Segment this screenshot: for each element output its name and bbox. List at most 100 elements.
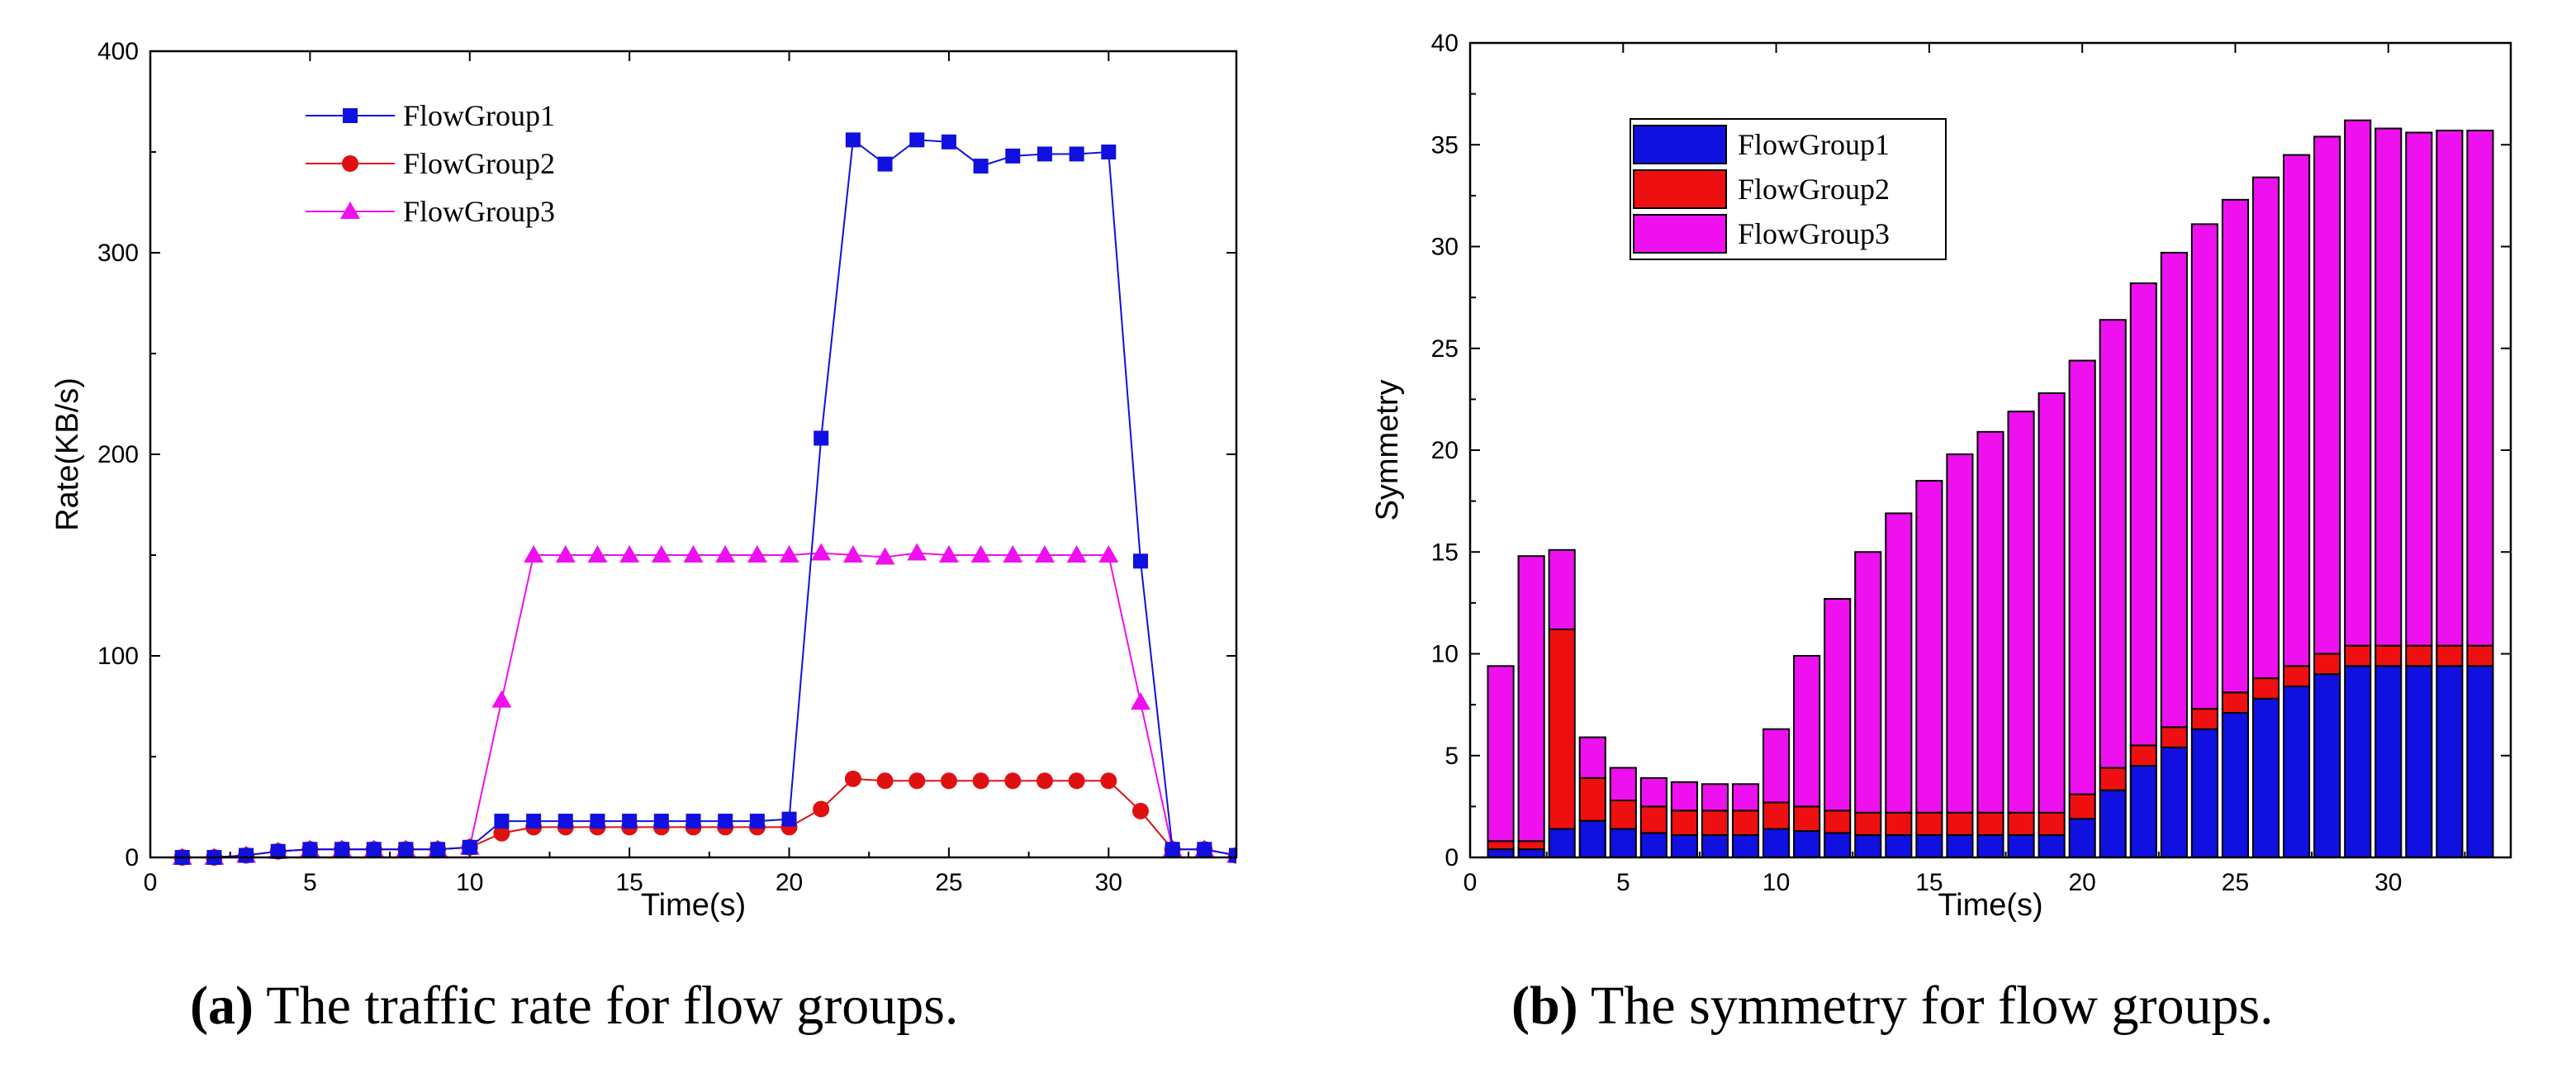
bar-segment-flowgroup3 <box>1670 781 1698 812</box>
bar-segment-flowgroup2 <box>2038 811 2066 836</box>
data-point <box>622 814 638 829</box>
bar-segment-flowgroup3 <box>2251 176 2280 680</box>
bar-segment-flowgroup2 <box>1793 805 1821 832</box>
bar-segment-flowgroup3 <box>1731 783 1760 812</box>
data-point <box>1101 145 1117 159</box>
data-point <box>493 824 510 842</box>
data-point <box>555 545 576 563</box>
x-tick-label: 10 <box>456 869 483 896</box>
x-tick-label: 25 <box>935 869 962 896</box>
bar-segment-flowgroup2 <box>2129 744 2157 767</box>
x-tick-label: 25 <box>2222 869 2249 896</box>
y-tick-label: 20 <box>1431 437 1459 464</box>
bar-segment-flowgroup2 <box>2160 726 2188 748</box>
legend: FlowGroup1 FlowGroup2 FlowGroup3 <box>306 99 555 228</box>
data-point <box>1037 146 1052 162</box>
data-point <box>619 545 640 563</box>
bar-segment-flowgroup2 <box>1824 809 1852 834</box>
bar-segment-flowgroup2 <box>2007 811 2035 836</box>
data-point <box>334 842 350 857</box>
y-tick-label: 25 <box>1431 335 1459 363</box>
legend-label: FlowGroup1 <box>403 99 555 132</box>
bar-segment-flowgroup2 <box>2190 708 2218 730</box>
bar-segment-flowgroup2 <box>1548 628 1576 830</box>
bar-segment-flowgroup3 <box>2405 131 2433 647</box>
bar-segment-flowgroup2 <box>2466 644 2494 667</box>
bar-segment-flowgroup2 <box>1976 811 2004 836</box>
bar-segment-flowgroup2 <box>1487 840 1515 851</box>
x-tick-label: 30 <box>2374 869 2402 896</box>
bar-segment-flowgroup1 <box>1731 833 1760 859</box>
data-point <box>941 134 956 150</box>
data-point <box>779 545 799 563</box>
x-tick-label: 5 <box>1616 869 1630 896</box>
bar-segment-flowgroup1 <box>1609 828 1637 858</box>
bar-segment-flowgroup2 <box>1670 809 1698 836</box>
data-point <box>814 430 829 446</box>
bar-segment-flowgroup1 <box>1824 832 1852 858</box>
data-point <box>587 545 608 563</box>
bar-segment-flowgroup1 <box>2374 665 2403 858</box>
bar-segment-flowgroup2 <box>2436 644 2464 667</box>
bar-segment-flowgroup1 <box>2251 697 2280 858</box>
data-point <box>970 545 991 563</box>
bar-segment-flowgroup1 <box>2436 665 2464 858</box>
bar-segment-flowgroup2 <box>1578 776 1606 822</box>
data-point <box>494 814 510 829</box>
bar-segment-flowgroup1 <box>1548 828 1576 858</box>
bar-segment-flowgroup1 <box>1639 832 1668 858</box>
bar-segment-flowgroup3 <box>1517 555 1545 843</box>
y-axis-title: Rate(KB/s) <box>50 377 85 531</box>
data-point <box>1066 545 1087 563</box>
data-point <box>973 159 989 174</box>
bar-segment-flowgroup2 <box>2344 644 2372 667</box>
data-point <box>653 814 669 829</box>
plot-series <box>172 132 1236 866</box>
bars <box>1487 119 2494 859</box>
x-tick-label: 5 <box>303 869 317 896</box>
data-point <box>938 545 959 563</box>
bar-segment-flowgroup3 <box>1946 453 1974 814</box>
traffic-rate-chart: 0 100 200 300 400 0 5 10 15 20 25 30 Time(s) Rate(KB/… <box>50 38 1238 923</box>
data-point <box>590 814 605 829</box>
y-tick-label: 30 <box>1431 234 1459 261</box>
y-tick-label: 400 <box>97 38 139 65</box>
data-point <box>430 842 446 857</box>
legend-label: FlowGroup2 <box>403 147 555 180</box>
bar-segment-flowgroup3 <box>1701 783 1729 812</box>
data-point <box>526 814 542 829</box>
y-tick-label: 0 <box>125 844 139 871</box>
series-line <box>182 138 1236 858</box>
bar-segment-flowgroup1 <box>2405 665 2433 858</box>
bar-segment-flowgroup2 <box>2313 653 2341 676</box>
data-point <box>1100 772 1117 790</box>
bar-segment-flowgroup1 <box>2221 711 2250 858</box>
bar-segment-flowgroup1 <box>2283 685 2311 858</box>
data-point <box>1132 553 1148 569</box>
bar-segment-flowgroup1 <box>2099 789 2127 859</box>
bar-segment-flowgroup3 <box>1976 430 2004 814</box>
bar-segment-flowgroup1 <box>2007 833 2035 859</box>
bar-segment-flowgroup2 <box>2374 644 2403 667</box>
bar-segment-flowgroup2 <box>2283 665 2311 687</box>
bar-segment-flowgroup1 <box>1578 819 1606 859</box>
data-point <box>557 814 573 829</box>
x-tick-label: 20 <box>776 869 803 896</box>
data-point <box>811 543 832 561</box>
bar-segment-flowgroup1 <box>2038 833 2066 859</box>
bar-segment-flowgroup2 <box>2251 677 2280 700</box>
bar-segment-flowgroup2 <box>1946 811 1974 836</box>
bar-segment-flowgroup3 <box>2436 129 2464 647</box>
bar-segment-flowgroup3 <box>2129 282 2157 747</box>
data-point <box>1165 842 1180 857</box>
legend-marker <box>342 155 358 172</box>
x-tick-label: 20 <box>2068 869 2095 896</box>
bar-segment-flowgroup1 <box>1946 833 1974 859</box>
bar-segment-flowgroup2 <box>1885 811 1913 836</box>
data-point <box>749 814 765 829</box>
data-point <box>1004 772 1022 790</box>
data-point <box>1197 842 1212 857</box>
bar-segment-flowgroup2 <box>2221 691 2250 714</box>
data-point <box>907 543 927 561</box>
legend-label: FlowGroup2 <box>1738 173 1890 206</box>
